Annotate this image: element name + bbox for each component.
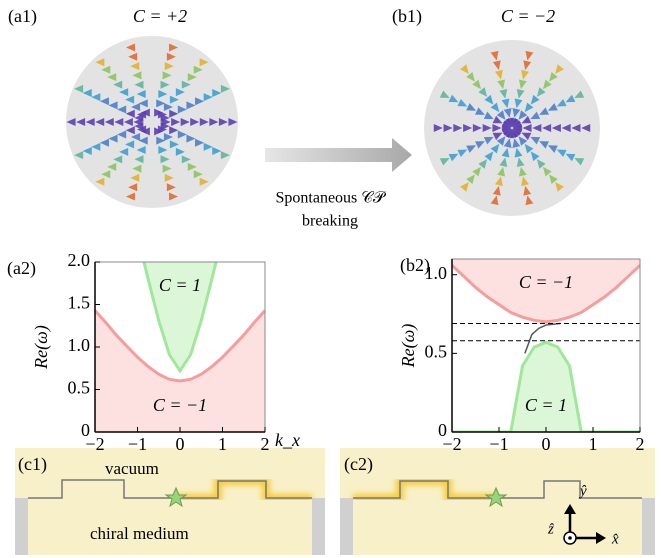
region-label: vacuum [105,459,159,478]
caption: breaking [302,213,358,230]
region-label: C = 1 [525,395,567,415]
y-tick-label: 1.5 [68,293,91,313]
region-label: C = −1 [153,395,207,415]
x-tick-label: 0 [176,434,185,454]
charge-label: C = −2 [501,6,555,26]
y-tick-label: 0 [81,420,90,440]
area-fill [452,342,640,432]
x-tick-label: −1 [128,434,147,454]
x-tick-label: −1 [489,434,508,454]
x-tick-label: 1 [589,434,598,454]
figure: (a1) C = +2 (b1) C = −2 Spontaneous 𝒞𝒫 b… [0,0,668,558]
panel-label: (c1) [18,454,47,475]
transition-arrow [265,138,412,172]
page: {"figure": { "a1_label": "(a1)", "a1_cha… [0,0,668,558]
y-tick-label: 0 [438,420,447,440]
panel-c1: (c1) vacuum chiral medium [15,448,325,555]
y-tick-label: 0.5 [425,341,448,361]
y-tick-label: 1.0 [68,335,91,355]
z-axis-dot [568,536,572,540]
x-tick-label: 1 [218,434,227,454]
region-label: C = 1 [159,275,201,295]
x-axis-label: k_x [275,430,300,450]
wall [15,498,28,555]
caption: Spontaneous 𝒞𝒫 [276,190,387,207]
y-tick-label: 0.5 [68,378,91,398]
x-tick-label: 2 [261,434,270,454]
axis-label: ẑ [547,521,554,537]
panel-label: (c2) [344,454,373,475]
wall [642,498,655,555]
y-axis-label: Re(ω) [31,325,52,370]
axis-label: x̂ [611,531,619,547]
x-tick-label: 0 [542,434,551,454]
axis-label: ŷ [578,483,587,499]
panel-label: (a1) [8,6,37,27]
panel-c2: (c2) ŷ ẑ x̂ [340,448,655,555]
panel-label: (b2) [400,255,430,276]
region-label: C = −1 [519,272,573,292]
wall [312,498,325,555]
y-tick-label: 2.0 [68,250,91,270]
panel-label: (a2) [7,258,36,279]
area-fill [138,236,223,371]
charge-label: C = +2 [133,6,187,26]
x-tick-label: 2 [636,434,645,454]
region-label: chiral medium [90,524,189,543]
wall [340,498,353,555]
y-axis-label: Re(ω) [398,324,419,369]
panel-label: (b1) [392,6,422,27]
